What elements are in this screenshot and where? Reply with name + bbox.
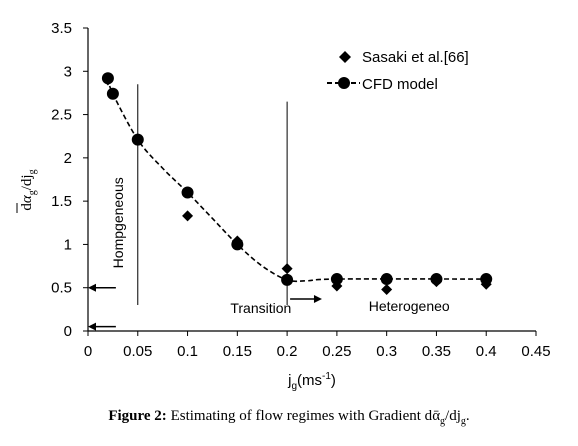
y-tick-label: 3	[64, 63, 72, 80]
x-tick-label: 0	[84, 343, 92, 360]
x-tick-label: 0.3	[376, 343, 397, 360]
y-tick-label: 2	[64, 150, 72, 167]
x-label-j: j	[287, 372, 291, 389]
cfd-dashed-curve	[107, 77, 487, 283]
x-tick-label: 0.15	[223, 343, 252, 360]
cfd-data-point	[101, 72, 114, 85]
axes	[87, 28, 536, 332]
regime-arrow-head	[313, 294, 322, 303]
legend-circle-marker	[338, 77, 350, 89]
cfd-data-point	[281, 273, 294, 286]
x-label-unit: (ms	[297, 372, 322, 389]
x-tick-label: 0.45	[521, 343, 550, 360]
cfd-data-point	[106, 87, 119, 100]
caption-end: .	[465, 408, 470, 424]
cfd-curve-path	[107, 77, 487, 283]
y-label-mid: /dj	[19, 174, 35, 190]
x-label-sup: -1	[322, 371, 331, 382]
cfd-data-point	[480, 273, 493, 286]
caption-mid: /dj	[445, 408, 461, 424]
x-tick-label: 0.25	[322, 343, 351, 360]
legend-label-sasaki: Sasaki et al.[66]	[362, 49, 469, 66]
x-axis-label: jg(ms-1)	[287, 371, 336, 392]
x-tick-label: 0.2	[277, 343, 298, 360]
x-label-close: )	[331, 372, 336, 389]
markers	[101, 72, 493, 295]
caption-alpha: ᾱ	[432, 408, 441, 424]
annotations: Hompgeneous Transition Heterogeneo	[110, 177, 450, 316]
caption-sub1: g	[440, 416, 446, 427]
annotation-hom: Hompgeneous	[110, 177, 126, 268]
ticks: 0 0.05 0.1 0.15 0.2 0.25 0.3 0.35 0.4 0.45 0 0.5 1 1.…	[51, 20, 550, 360]
regime-arrow-head	[88, 283, 96, 292]
y-tick-label: 0	[64, 323, 72, 340]
cfd-data-point	[430, 273, 443, 286]
cfd-data-point	[231, 238, 244, 251]
y-tick-label: 1.5	[51, 193, 72, 210]
regime-arrow-head	[88, 322, 96, 331]
y-label-d: d	[19, 203, 35, 211]
caption-label: Figure 2:	[108, 408, 167, 424]
x-tick-label: 0.1	[177, 343, 198, 360]
caption-sub2: g	[460, 416, 466, 427]
x-tick-label: 0.35	[422, 343, 451, 360]
x-tick-label: 0.05	[123, 343, 152, 360]
y-tick-label: 2.5	[51, 107, 72, 124]
legend: Sasaki et al.[66] CFD model	[327, 49, 469, 93]
svg-text:dαg/djg: dαg/djg	[19, 169, 38, 210]
sasaki-data-point	[281, 263, 293, 275]
y-tick-label: 1	[64, 236, 72, 253]
annotation-trans: Transition	[230, 300, 291, 316]
sasaki-data-point	[182, 210, 194, 222]
legend-diamond-marker	[339, 51, 351, 63]
y-label-sub2: g	[27, 169, 38, 174]
y-tick-label: 3.5	[51, 20, 72, 37]
y-tick-label: 0.5	[51, 280, 72, 297]
cfd-data-point	[380, 273, 393, 286]
annotation-het: Heterogeneo	[369, 298, 450, 314]
y-label-sub: g	[27, 190, 38, 195]
x-tick-label: 0.4	[476, 343, 497, 360]
sasaki-data-point	[381, 283, 393, 295]
figure-caption: Figure 2: Estimating of flow regimes wit…	[0, 408, 578, 427]
y-label-alpha: α	[19, 194, 35, 203]
cfd-data-point	[330, 273, 343, 286]
y-axis-label: dαg/djg	[16, 169, 38, 213]
regime-lines	[137, 84, 288, 306]
x-label-sub: g	[291, 381, 297, 392]
arrows	[88, 283, 322, 331]
caption-text: Estimating of flow regimes with Gradient…	[170, 408, 433, 424]
legend-label-cfd: CFD model	[362, 76, 438, 93]
cfd-data-point	[181, 186, 194, 199]
cfd-data-point	[131, 133, 144, 146]
